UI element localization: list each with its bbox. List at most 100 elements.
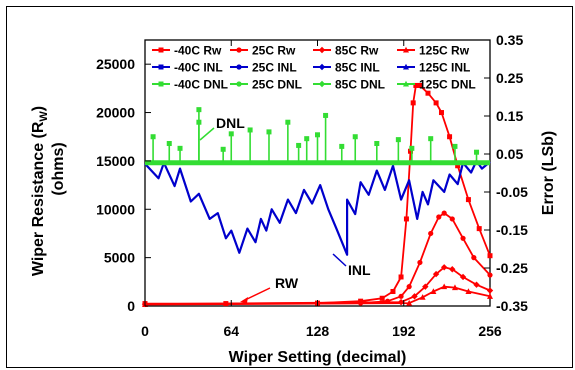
rw-series-line: [144, 266, 491, 305]
x-axis-label: Wiper Setting (decimal): [229, 349, 407, 366]
rw-point: [438, 110, 444, 116]
rw-point: [486, 287, 494, 294]
rw-point: [451, 284, 458, 291]
rw-point: [459, 273, 467, 281]
rw-point: [441, 210, 447, 216]
axes-layer: 0 64 128 192 256 0 5000 10000 15000 20000 25000 -0.…: [96, 32, 528, 339]
rw-series-line: [144, 285, 491, 306]
legend-label: 125C DNL: [419, 78, 476, 92]
rw-point: [460, 235, 466, 241]
rw-point: [471, 255, 477, 261]
y-right-tick-label: -0.15: [496, 222, 528, 238]
annotation-rw: RW: [275, 275, 299, 291]
dnl-spike-marker: [150, 134, 156, 140]
rw-point: [379, 295, 385, 301]
rw-point: [432, 270, 440, 278]
x-tick-label: 0: [141, 323, 149, 339]
dnl-spike-marker: [296, 142, 302, 148]
rw-point: [406, 299, 413, 306]
legend-marker: [403, 63, 409, 70]
y-right-tick-label: 0.35: [496, 32, 523, 48]
rw-point: [455, 163, 461, 169]
rw-point: [449, 216, 455, 222]
y-left-tick-label: 15000: [96, 153, 135, 169]
rw-point: [406, 284, 412, 290]
legend-marker: [236, 81, 242, 87]
y-left-tick-label: 10000: [96, 201, 135, 217]
legend-marker: [403, 46, 409, 53]
rw-point: [419, 294, 426, 300]
rw-point: [390, 288, 396, 294]
legend-marker: [318, 80, 326, 88]
annotation-inl-pointer: [332, 253, 347, 267]
rw-point: [407, 148, 413, 154]
y-right-tick-label: 0.25: [496, 70, 523, 86]
rw-point: [449, 266, 456, 273]
rw-point: [428, 230, 434, 237]
rw-point: [487, 293, 493, 299]
dnl-spike-marker: [339, 143, 345, 149]
dnl-spike-marker: [452, 143, 458, 149]
legend-marker: [318, 63, 326, 71]
rw-point: [425, 90, 431, 96]
rw-point: [411, 293, 418, 300]
dnl-spike-marker: [323, 112, 329, 118]
legend-label: 85C Rw: [335, 44, 379, 58]
x-tick-label: 64: [223, 323, 239, 339]
dnl-spike-marker: [374, 140, 380, 146]
y-left-tick-label: 5000: [104, 250, 135, 266]
legend-label: 25C INL: [252, 61, 297, 75]
y-left-tick-label: 0: [127, 298, 135, 314]
rw-point: [417, 259, 423, 266]
annotation-dnl: DNL: [216, 115, 245, 131]
dnl-spike-marker: [177, 145, 183, 151]
legend-marker: [318, 46, 326, 54]
y-left-tick-label: 25000: [96, 56, 135, 72]
dnl-spike-marker: [166, 140, 172, 146]
legend-marker: [158, 81, 164, 87]
y-axis-left-label-main: Wiper Resistance (R: [30, 121, 47, 276]
rw-point: [398, 293, 404, 299]
dnl-spike-marker: [220, 146, 226, 152]
legend-label: -40C Rw: [174, 44, 222, 58]
legend-label: 85C DNL: [335, 78, 385, 92]
dnl-spike-marker: [352, 134, 358, 140]
rw-point: [465, 288, 472, 294]
dnl-spike-marker: [196, 107, 202, 113]
inl-series-line: [144, 159, 491, 256]
rw-point: [410, 100, 416, 106]
rw-point: [436, 214, 442, 220]
legend-label: -40C DNL: [174, 78, 228, 92]
y-right-tick-label: 0.05: [496, 146, 523, 162]
annotation-inl: INL: [348, 262, 371, 278]
dnl-spike-marker: [315, 132, 320, 138]
dnl-spike-marker: [228, 131, 234, 137]
rw-point: [441, 283, 448, 290]
y-right-tick-label: -0.05: [496, 184, 528, 200]
legend-label: 125C Rw: [419, 44, 470, 58]
dnl-spike-marker: [266, 129, 272, 135]
y-axis-left-label-subscript: W: [38, 111, 50, 122]
y-axis-right-label: Error (LSb): [540, 131, 557, 215]
rw-point: [487, 253, 493, 259]
rw-point: [487, 272, 493, 278]
annotation-dnl-pointer: [199, 127, 215, 141]
dnl-spike-marker: [304, 136, 310, 142]
dnl-spike-marker: [285, 119, 291, 125]
y-right-tick-label: -0.35: [496, 298, 528, 314]
x-tick-label: 256: [478, 323, 502, 339]
series-layer: [141, 82, 494, 308]
legend-label: -40C INL: [174, 61, 223, 75]
dnl-spike-marker: [247, 127, 253, 133]
legend: -40C Rw 25C Rw 85C Rw 125C Rw -40C INL 25C IN…: [152, 44, 476, 92]
y-left-tick-label: 20000: [96, 105, 135, 121]
rw-point: [465, 197, 471, 203]
legend-label: 85C INL: [335, 61, 380, 75]
rw-point: [430, 288, 437, 294]
legend-marker: [236, 47, 242, 53]
rw-point: [473, 281, 480, 288]
annotation-rw-arrowhead: [240, 297, 248, 303]
legend-label: 25C DNL: [252, 78, 302, 92]
y-axis-left-label-paren: ): [30, 106, 47, 111]
